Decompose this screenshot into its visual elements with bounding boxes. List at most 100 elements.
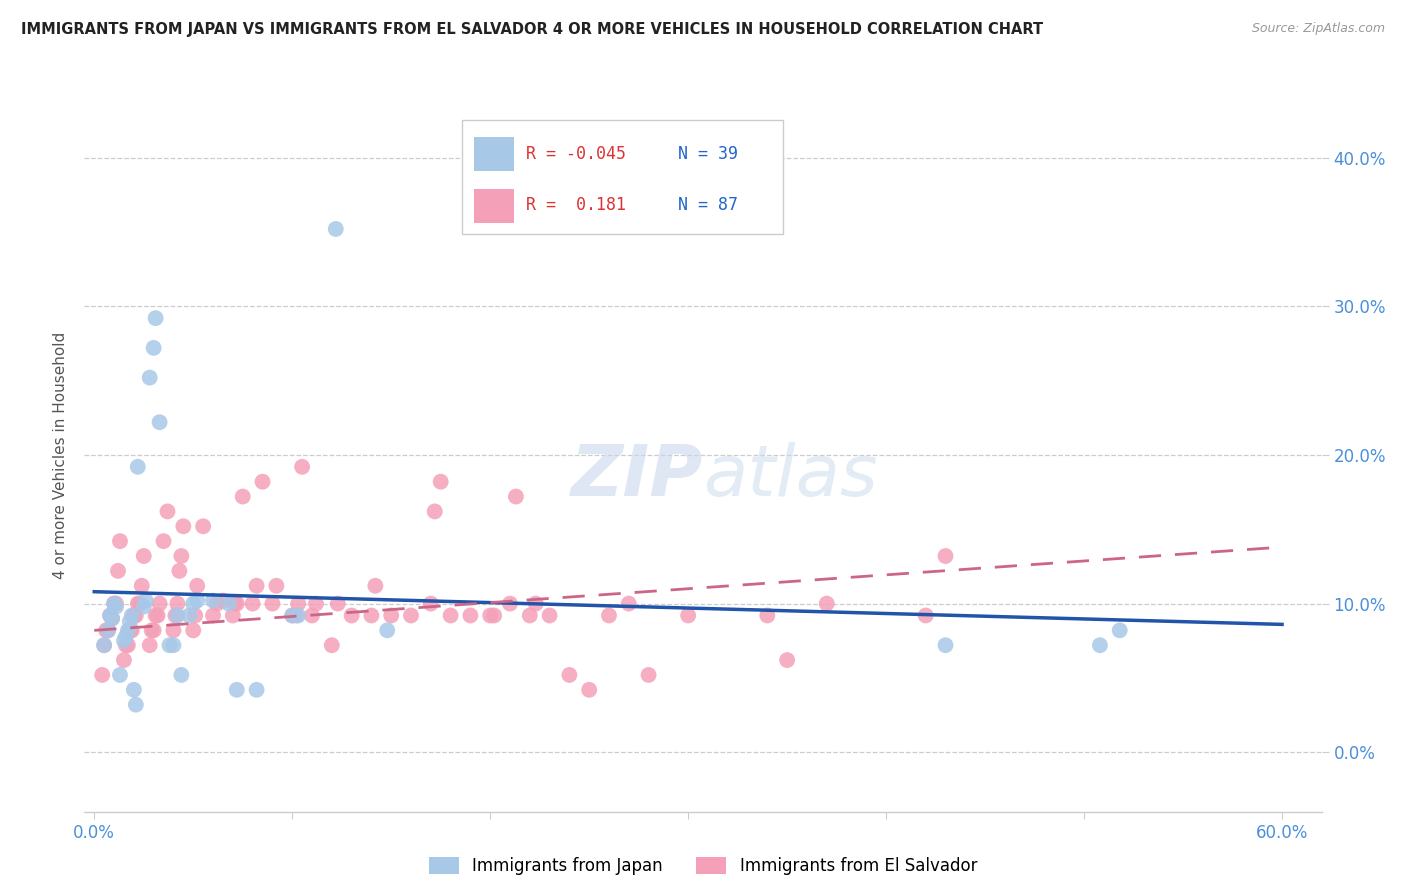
- Text: atlas: atlas: [703, 442, 877, 511]
- Point: [519, 608, 541, 623]
- Point: [676, 608, 699, 623]
- Point: [242, 597, 264, 611]
- Point: [165, 608, 187, 623]
- Text: R = -0.045: R = -0.045: [526, 145, 626, 162]
- Point: [224, 597, 246, 611]
- Point: [202, 608, 225, 623]
- Point: [107, 564, 129, 578]
- Point: [169, 564, 191, 578]
- Point: [105, 597, 128, 611]
- Point: [103, 597, 125, 611]
- Y-axis label: 4 or more Vehicles in Household: 4 or more Vehicles in Household: [53, 331, 69, 579]
- Text: N = 87: N = 87: [678, 196, 738, 214]
- Point: [128, 597, 150, 611]
- Point: [186, 579, 208, 593]
- Point: [127, 459, 149, 474]
- Point: [145, 608, 167, 623]
- Point: [252, 475, 274, 489]
- Point: [285, 608, 308, 623]
- Point: [423, 504, 446, 518]
- Point: [121, 624, 143, 638]
- Point: [191, 519, 214, 533]
- Point: [460, 608, 482, 623]
- Point: [429, 475, 451, 489]
- Point: [186, 593, 208, 607]
- Point: [212, 593, 235, 607]
- Point: [93, 638, 115, 652]
- Point: [93, 638, 115, 652]
- Point: [91, 668, 114, 682]
- Point: [301, 608, 323, 623]
- Point: [291, 459, 314, 474]
- Point: [321, 638, 343, 652]
- Point: [578, 682, 600, 697]
- Point: [152, 534, 174, 549]
- Point: [97, 624, 120, 638]
- Point: [325, 222, 347, 236]
- FancyBboxPatch shape: [474, 189, 513, 223]
- Point: [98, 608, 121, 623]
- Point: [132, 549, 155, 563]
- Point: [138, 370, 160, 384]
- Point: [1108, 624, 1130, 638]
- Point: [419, 597, 441, 611]
- Text: ZIP: ZIP: [571, 442, 703, 511]
- Point: [479, 608, 502, 623]
- Text: Source: ZipAtlas.com: Source: ZipAtlas.com: [1251, 22, 1385, 36]
- Point: [101, 611, 124, 625]
- Point: [108, 668, 131, 682]
- Point: [375, 624, 398, 638]
- Point: [380, 608, 402, 623]
- Point: [112, 653, 135, 667]
- Point: [281, 608, 304, 623]
- Point: [205, 597, 228, 611]
- Point: [202, 593, 225, 607]
- Point: [524, 597, 547, 611]
- Point: [756, 608, 779, 623]
- Point: [117, 624, 139, 638]
- Point: [1088, 638, 1111, 652]
- Point: [170, 668, 193, 682]
- Point: [637, 668, 659, 682]
- Point: [505, 490, 527, 504]
- Point: [218, 597, 240, 611]
- Point: [399, 608, 422, 623]
- Point: [266, 579, 288, 593]
- Point: [94, 624, 117, 638]
- Point: [287, 608, 309, 623]
- Text: IMMIGRANTS FROM JAPAN VS IMMIGRANTS FROM EL SALVADOR 4 OR MORE VEHICLES IN HOUSE: IMMIGRANTS FROM JAPAN VS IMMIGRANTS FROM…: [21, 22, 1043, 37]
- Point: [538, 608, 561, 623]
- Point: [281, 608, 304, 623]
- Point: [162, 624, 184, 638]
- Point: [439, 608, 461, 623]
- Point: [118, 615, 141, 629]
- Point: [97, 624, 120, 638]
- Point: [558, 668, 581, 682]
- Point: [149, 415, 172, 429]
- Point: [146, 608, 169, 623]
- Point: [482, 608, 505, 623]
- Point: [115, 638, 138, 652]
- Point: [162, 638, 184, 652]
- Point: [118, 624, 141, 638]
- Point: [141, 624, 163, 638]
- Point: [142, 341, 165, 355]
- Point: [135, 593, 157, 607]
- Point: [181, 624, 204, 638]
- Point: [125, 608, 148, 623]
- Point: [305, 597, 328, 611]
- Point: [360, 608, 382, 623]
- Point: [815, 597, 838, 611]
- Point: [287, 597, 309, 611]
- Point: [138, 638, 160, 652]
- Point: [145, 311, 167, 326]
- Point: [326, 597, 349, 611]
- Point: [105, 599, 128, 614]
- Point: [132, 599, 155, 614]
- Point: [117, 638, 139, 652]
- FancyBboxPatch shape: [461, 120, 783, 234]
- Point: [170, 549, 193, 563]
- Point: [98, 608, 121, 623]
- Point: [364, 579, 387, 593]
- Point: [340, 608, 363, 623]
